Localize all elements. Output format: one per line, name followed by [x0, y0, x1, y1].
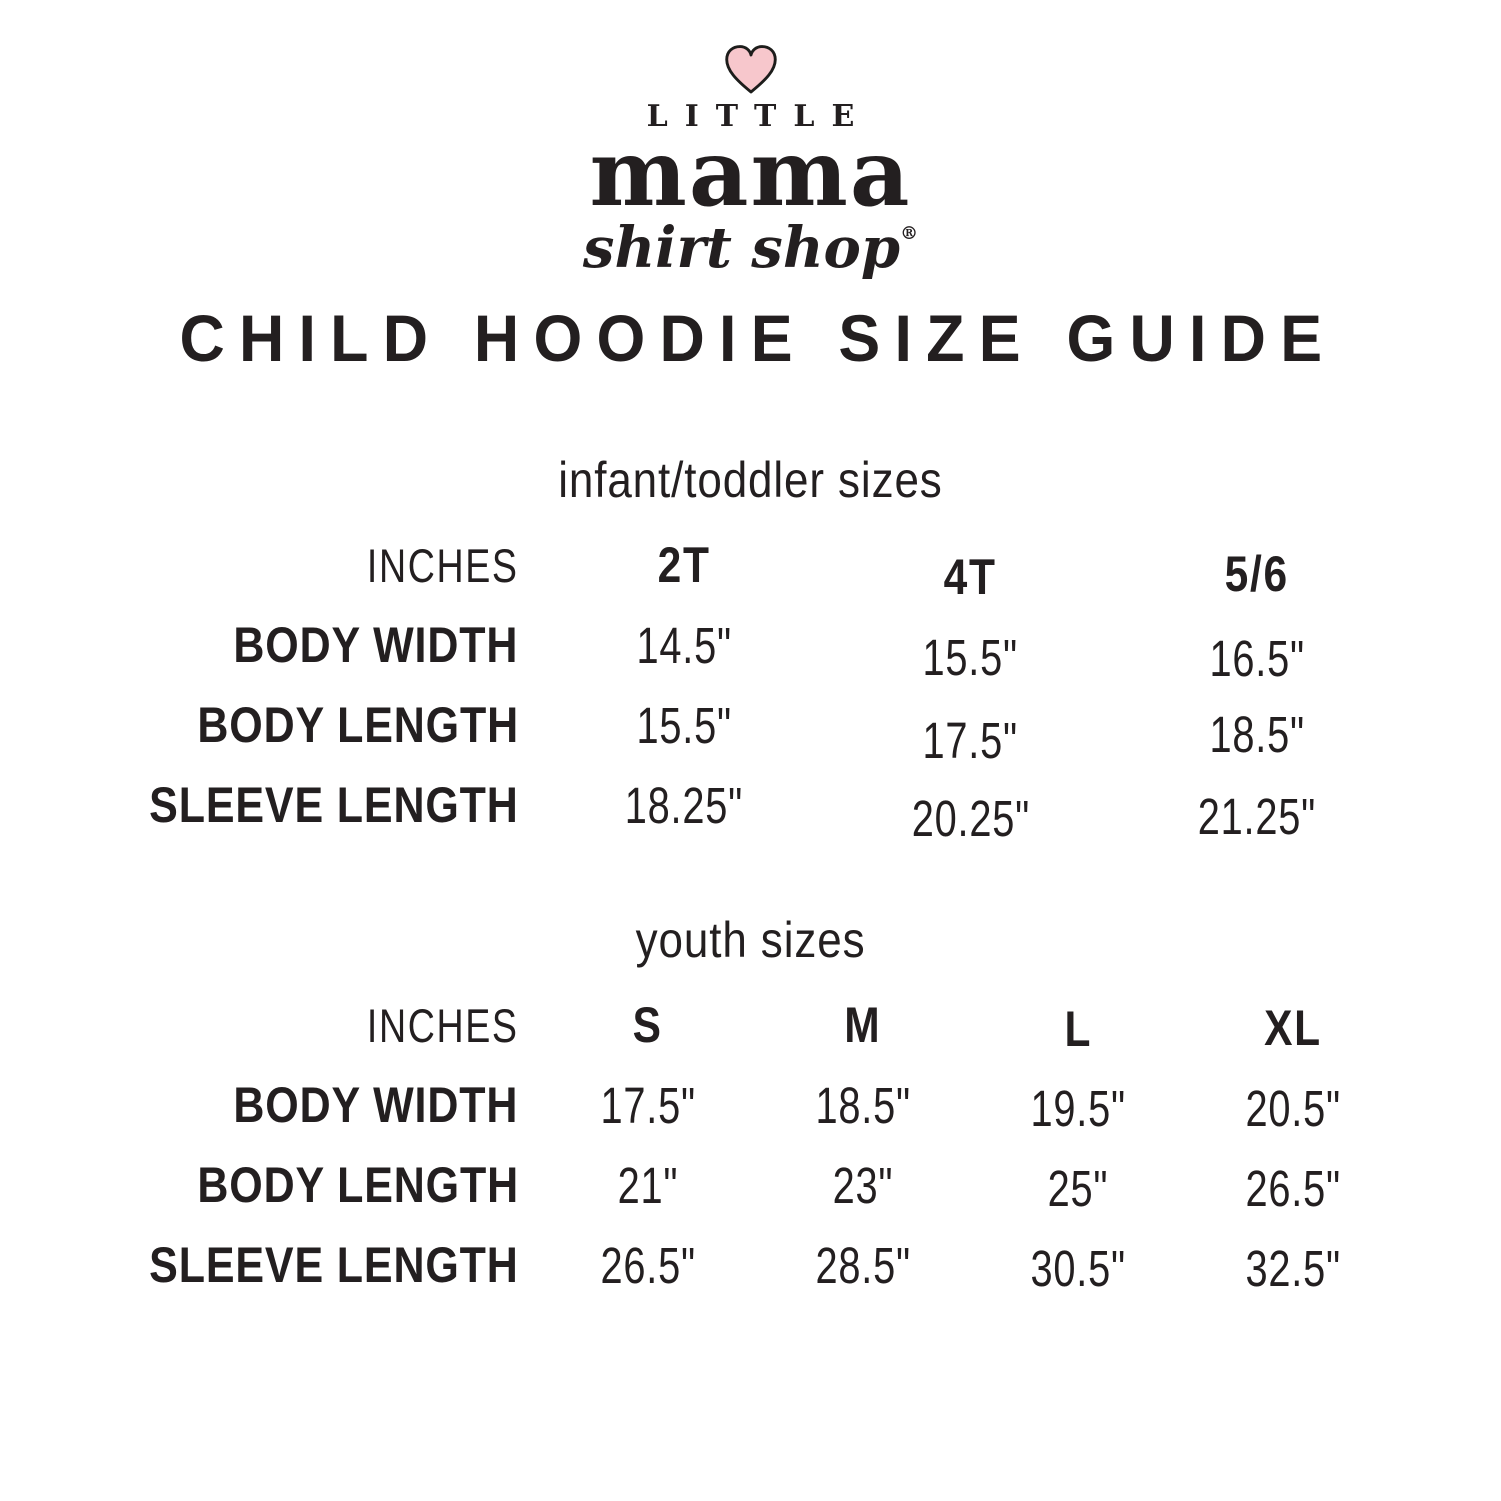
youth-size-table: INCHES S M L XL BODY WIDTH 17.5" 18.5" 1…	[101, 985, 1401, 1305]
youth-units-header: INCHES	[366, 998, 519, 1052]
logo-word-little: LITTLE	[646, 99, 872, 134]
size-value: 15.5"	[922, 628, 1019, 686]
size-value: 21"	[617, 1156, 679, 1214]
size-value: 30.5"	[1030, 1239, 1126, 1297]
infant-row-label-body-length: BODY LENGTH	[196, 697, 519, 754]
heart-shape	[724, 45, 777, 94]
infant-size-col-5-6: 5/6	[1225, 546, 1290, 603]
size-value: 20.25"	[911, 789, 1030, 847]
infant-units-header: INCHES	[366, 538, 519, 592]
logo-word-shirt-shop: shirt shop®	[582, 215, 919, 282]
youth-row-label-body-width: BODY WIDTH	[233, 1077, 519, 1134]
size-value: 17.5"	[600, 1076, 696, 1134]
size-value: 18.5"	[815, 1076, 911, 1134]
infant-row-label-body-width: BODY WIDTH	[233, 617, 519, 674]
size-value: 21.25"	[1197, 787, 1317, 845]
youth-size-col-s: S	[632, 997, 664, 1054]
size-value: 23"	[832, 1156, 894, 1214]
youth-size-col-m: M	[844, 997, 882, 1054]
size-value: 28.5"	[815, 1236, 911, 1294]
size-value: 19.5"	[1030, 1079, 1126, 1137]
heart-icon	[724, 45, 777, 94]
size-value: 17.5"	[922, 711, 1019, 769]
infant-row-label-sleeve-length: SLEEVE LENGTH	[148, 777, 519, 834]
registered-trademark: ®	[900, 223, 919, 245]
size-value: 26.5"	[600, 1236, 696, 1294]
size-value: 20.5"	[1245, 1079, 1341, 1137]
size-value: 32.5"	[1245, 1239, 1341, 1297]
youth-row-label-body-length: BODY LENGTH	[196, 1157, 519, 1214]
youth-section-heading: youth sizes	[635, 912, 866, 969]
infant-size-table: INCHES 2T 4T 5/6 BODY WIDTH 14.5" 15.5" …	[101, 525, 1401, 847]
youth-row-label-sleeve-length: SLEEVE LENGTH	[148, 1237, 519, 1294]
page-title: CHILD HOODIE SIZE GUIDE	[179, 301, 1337, 376]
infant-size-col-2t: 2T	[657, 537, 711, 594]
brand-logo: LITTLE mama shirt shop®	[0, 0, 1501, 278]
size-value: 25"	[1047, 1159, 1109, 1217]
size-value: 15.5"	[636, 696, 732, 754]
infant-size-col-4t: 4T	[943, 549, 997, 606]
youth-size-col-l: L	[1064, 1001, 1092, 1058]
logo-word-mama: mama	[589, 119, 912, 227]
youth-size-col-xl: XL	[1264, 1000, 1322, 1057]
size-value: 18.25"	[624, 776, 743, 834]
size-value: 14.5"	[636, 616, 732, 674]
size-value: 26.5"	[1245, 1159, 1341, 1217]
size-value: 16.5"	[1209, 629, 1305, 687]
infant-section-heading: infant/toddler sizes	[558, 452, 943, 509]
size-value: 18.5"	[1209, 705, 1305, 763]
